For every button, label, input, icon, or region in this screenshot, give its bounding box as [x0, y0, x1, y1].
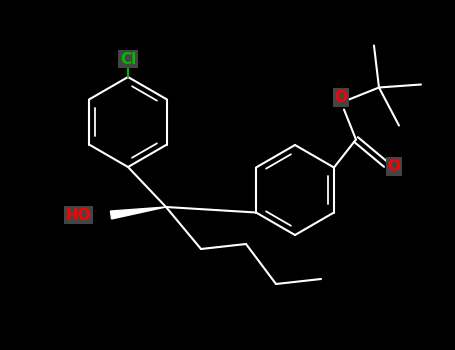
- Polygon shape: [111, 207, 166, 219]
- Text: Cl: Cl: [120, 51, 136, 66]
- Text: O: O: [334, 90, 348, 105]
- Text: O: O: [388, 159, 400, 174]
- Text: HO: HO: [65, 208, 91, 223]
